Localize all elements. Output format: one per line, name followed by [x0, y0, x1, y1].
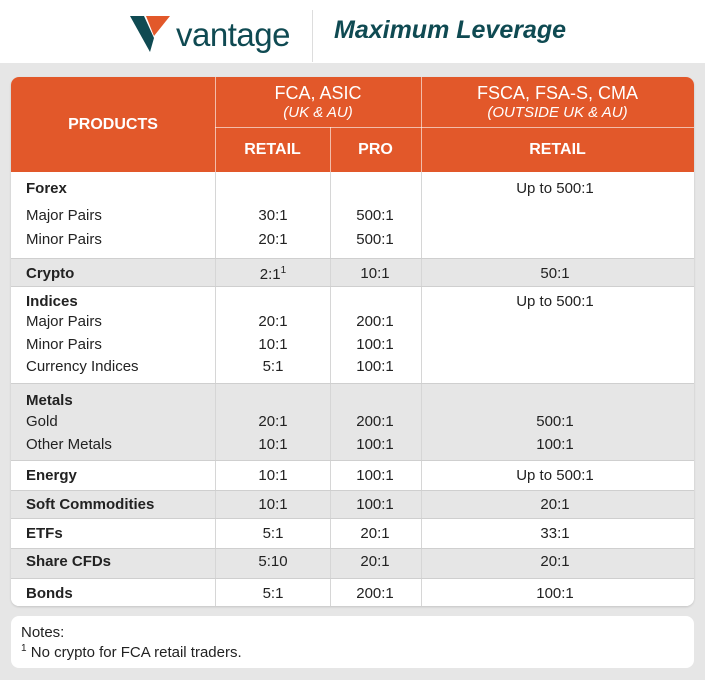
fca-retail: 5:1: [262, 525, 284, 542]
fca-pro: 100:1: [356, 436, 394, 453]
product-label: Other Metals: [26, 436, 112, 453]
note-1: 1 No crypto for FCA retail traders.: [21, 643, 242, 661]
fca-pro: 500:1: [356, 231, 394, 248]
table-group-energy: Energy 10:1 100:1 Up to 500:1: [11, 460, 694, 491]
logo-text: vantage: [176, 15, 290, 53]
leverage-table: PRODUCTS FCA, ASIC (UK & AU) FSCA, FSA-S…: [11, 77, 694, 606]
fca-pro: 10:1: [360, 265, 390, 282]
fca-retail: 10:1: [258, 336, 288, 353]
fca-pro: 100:1: [356, 358, 394, 375]
product-label: Currency Indices: [26, 358, 139, 375]
product-label: Minor Pairs: [26, 336, 102, 353]
product-label: Major Pairs: [26, 313, 102, 330]
product-label: ETFs: [26, 525, 63, 542]
fca-retail: 20:1: [258, 313, 288, 330]
fsca-retail: Up to 500:1: [516, 293, 594, 310]
fca-pro: 200:1: [356, 585, 394, 602]
divider: [312, 10, 313, 62]
vantage-logo: vantage: [130, 14, 290, 54]
col-products: PRODUCTS: [68, 115, 158, 133]
fca-retail: 20:1: [258, 413, 288, 430]
fsca-retail: 50:1: [540, 265, 570, 282]
fca-pro: 200:1: [356, 313, 394, 330]
note-sup: 1: [21, 643, 27, 654]
table-group-soft-commodities: Soft Commodities 10:1 100:1 20:1: [11, 490, 694, 519]
fsca-retail: 100:1: [536, 585, 574, 602]
fca-pro: 20:1: [360, 553, 390, 570]
product-label: Soft Commodities: [26, 496, 155, 513]
page-title: Maximum Leverage: [334, 16, 567, 44]
header-bar: vantage Maximum Leverage: [0, 0, 705, 63]
fca-pro: 500:1: [356, 207, 394, 224]
fsca-retail: Up to 500:1: [516, 467, 594, 484]
col-retail-2: RETAIL: [529, 140, 586, 158]
fca-retail: 10:1: [258, 436, 288, 453]
fca-retail: 2:11: [259, 265, 287, 283]
fca-pro: 200:1: [356, 413, 394, 430]
notes-title: Notes:: [21, 624, 65, 641]
col-pro: PRO: [358, 140, 393, 158]
product-label: Minor Pairs: [26, 231, 102, 248]
note-text: No crypto for FCA retail traders.: [30, 644, 242, 661]
product-label: Share CFDs: [26, 553, 112, 570]
col-group-fsca: FSCA, FSA-S, CMA (OUTSIDE UK & AU): [421, 77, 694, 127]
footnote-ref: 1: [280, 265, 287, 276]
product-label: Energy: [26, 467, 77, 484]
group1-sub: (UK & AU): [283, 104, 353, 121]
fca-retail: 30:1: [258, 207, 288, 224]
group2-label: FSCA, FSA-S, CMA: [476, 83, 638, 103]
product-label: Crypto: [26, 265, 75, 282]
fsca-retail: 100:1: [536, 436, 574, 453]
fca-retail: 5:1: [262, 585, 284, 602]
notes-box: Notes: 1 No crypto for FCA retail trader…: [11, 616, 694, 668]
fca-retail: 5:10: [258, 553, 288, 570]
fsca-retail: 20:1: [540, 553, 570, 570]
fca-retail: 20:1: [258, 231, 288, 248]
fsca-retail: 20:1: [540, 496, 570, 513]
fsca-retail: 500:1: [536, 413, 574, 430]
col-retail: RETAIL: [244, 140, 301, 158]
table-group-bonds: Bonds 5:1 200:1 100:1: [11, 578, 694, 606]
table-group-etfs: ETFs 5:1 20:1 33:1: [11, 518, 694, 549]
fsca-retail: 33:1: [540, 525, 570, 542]
vantage-v-icon: [130, 16, 170, 52]
fca-pro: 100:1: [356, 496, 394, 513]
fca-pro: 100:1: [356, 336, 394, 353]
table-group-metals: Metals Gold 20:1 200:1 500:1 Other Metals 10:1…: [11, 383, 694, 461]
product-label: Bonds: [26, 585, 73, 602]
fca-retail: 10:1: [258, 496, 288, 513]
table-header: PRODUCTS FCA, ASIC (UK & AU) FSCA, FSA-S…: [11, 77, 694, 172]
table-group-share-cfds: Share CFDs 5:10 20:1 20:1: [11, 548, 694, 579]
fca-pro: 100:1: [356, 467, 394, 484]
group2-sub: (OUTSIDE UK & AU): [487, 104, 628, 121]
product-label: Forex: [26, 180, 67, 197]
table-group-indices: Indices Up to 500:1 Major Pairs 20:1 200:1 Mi…: [11, 286, 694, 384]
product-label: Metals: [26, 392, 73, 409]
group1-label: FCA, ASIC: [274, 83, 362, 103]
col-group-fca: FCA, ASIC (UK & AU): [215, 77, 421, 127]
product-label: Gold: [26, 413, 58, 430]
table-group-crypto: Crypto 2:11 10:1 50:1: [11, 258, 694, 287]
product-label: Indices: [26, 293, 78, 310]
table-group-forex: Forex Up to 500:1 Major Pairs 30:1 500:1 Mino…: [11, 172, 694, 258]
fca-retail: 5:1: [262, 358, 284, 375]
fca-retail: 10:1: [258, 467, 288, 484]
fsca-retail: Up to 500:1: [516, 180, 594, 197]
fca-pro: 20:1: [360, 525, 390, 542]
product-label: Major Pairs: [26, 207, 102, 224]
